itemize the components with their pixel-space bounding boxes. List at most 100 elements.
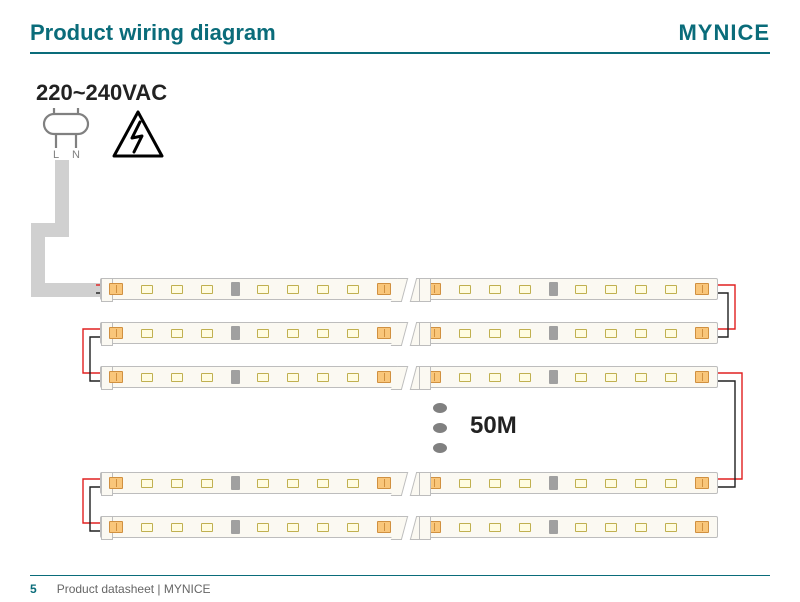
page-title: Product wiring diagram xyxy=(30,20,276,46)
led-chip xyxy=(347,523,359,532)
led-chip xyxy=(201,479,213,488)
led-chip xyxy=(257,479,269,488)
led-chip xyxy=(605,329,617,338)
led-chip xyxy=(605,285,617,294)
led-strip-segment xyxy=(100,516,400,538)
led-chip xyxy=(287,479,299,488)
led-chip xyxy=(287,329,299,338)
resistor-chip xyxy=(549,520,558,534)
header-rule xyxy=(30,52,770,54)
led-chip xyxy=(317,285,329,294)
led-chip xyxy=(317,523,329,532)
solder-pad xyxy=(427,283,441,295)
led-strip-segment xyxy=(100,278,400,300)
led-chip xyxy=(519,373,531,382)
led-chip xyxy=(519,285,531,294)
resistor-chip xyxy=(549,326,558,340)
led-chip xyxy=(635,479,647,488)
led-chip xyxy=(141,373,153,382)
resistor-chip xyxy=(549,476,558,490)
led-strip-segment xyxy=(100,366,400,388)
page-number: 5 xyxy=(30,582,37,596)
led-chip xyxy=(347,479,359,488)
led-strip-segment xyxy=(418,516,718,538)
solder-pad xyxy=(695,327,709,339)
led-chip xyxy=(605,373,617,382)
led-chip xyxy=(171,479,183,488)
high-voltage-warning-icon xyxy=(110,108,166,164)
led-chip xyxy=(459,285,471,294)
wire-neutral xyxy=(90,337,100,381)
solder-pad xyxy=(109,283,123,295)
solder-pad xyxy=(377,521,391,533)
solder-pad xyxy=(427,371,441,383)
wire-neutral xyxy=(90,487,100,531)
led-chip xyxy=(459,373,471,382)
ellipsis-dot xyxy=(433,443,447,453)
solder-pad xyxy=(377,371,391,383)
led-chip xyxy=(347,285,359,294)
led-chip xyxy=(171,523,183,532)
led-chip xyxy=(519,479,531,488)
wire-live xyxy=(718,285,735,329)
solder-pad xyxy=(377,477,391,489)
led-chip xyxy=(605,479,617,488)
solder-pad xyxy=(109,327,123,339)
led-chip xyxy=(201,329,213,338)
ellipsis-dot xyxy=(433,403,447,413)
led-chip xyxy=(171,329,183,338)
solder-pad xyxy=(109,521,123,533)
wire-live xyxy=(83,479,100,523)
led-strip-segment xyxy=(418,472,718,494)
led-chip xyxy=(635,373,647,382)
resistor-chip xyxy=(231,370,240,384)
led-chip xyxy=(635,523,647,532)
plug-neutral-label: N xyxy=(72,149,80,161)
led-chip xyxy=(605,523,617,532)
solder-pad xyxy=(427,521,441,533)
solder-pad xyxy=(109,477,123,489)
led-strip-segment xyxy=(418,322,718,344)
resistor-chip xyxy=(231,476,240,490)
led-chip xyxy=(141,329,153,338)
solder-pad xyxy=(427,327,441,339)
led-chip xyxy=(665,285,677,294)
led-chip xyxy=(489,285,501,294)
solder-pad xyxy=(427,477,441,489)
led-chip xyxy=(635,285,647,294)
brand-logo: MYNICE xyxy=(678,20,770,46)
led-chip xyxy=(489,373,501,382)
solder-pad xyxy=(377,283,391,295)
led-chip xyxy=(347,373,359,382)
led-strip-segment xyxy=(100,472,400,494)
max-length-label: 50M xyxy=(470,412,517,440)
led-chip xyxy=(575,285,587,294)
solder-pad xyxy=(695,477,709,489)
led-chip xyxy=(575,329,587,338)
led-chip xyxy=(257,285,269,294)
resistor-chip xyxy=(231,282,240,296)
led-chip xyxy=(575,373,587,382)
led-chip xyxy=(141,479,153,488)
led-chip xyxy=(575,523,587,532)
led-chip xyxy=(459,479,471,488)
resistor-chip xyxy=(549,282,558,296)
solder-pad xyxy=(695,371,709,383)
led-chip xyxy=(287,285,299,294)
led-chip xyxy=(665,373,677,382)
wire-live xyxy=(83,329,100,373)
wire-neutral xyxy=(718,381,735,487)
led-chip xyxy=(665,523,677,532)
led-chip xyxy=(489,329,501,338)
led-chip xyxy=(459,523,471,532)
led-chip xyxy=(257,373,269,382)
led-chip xyxy=(347,329,359,338)
led-chip xyxy=(141,285,153,294)
led-chip xyxy=(575,479,587,488)
voltage-label: 220~240VAC xyxy=(36,80,167,106)
led-strip-segment xyxy=(418,366,718,388)
led-chip xyxy=(141,523,153,532)
solder-pad xyxy=(695,521,709,533)
solder-pad xyxy=(695,283,709,295)
led-chip xyxy=(665,329,677,338)
